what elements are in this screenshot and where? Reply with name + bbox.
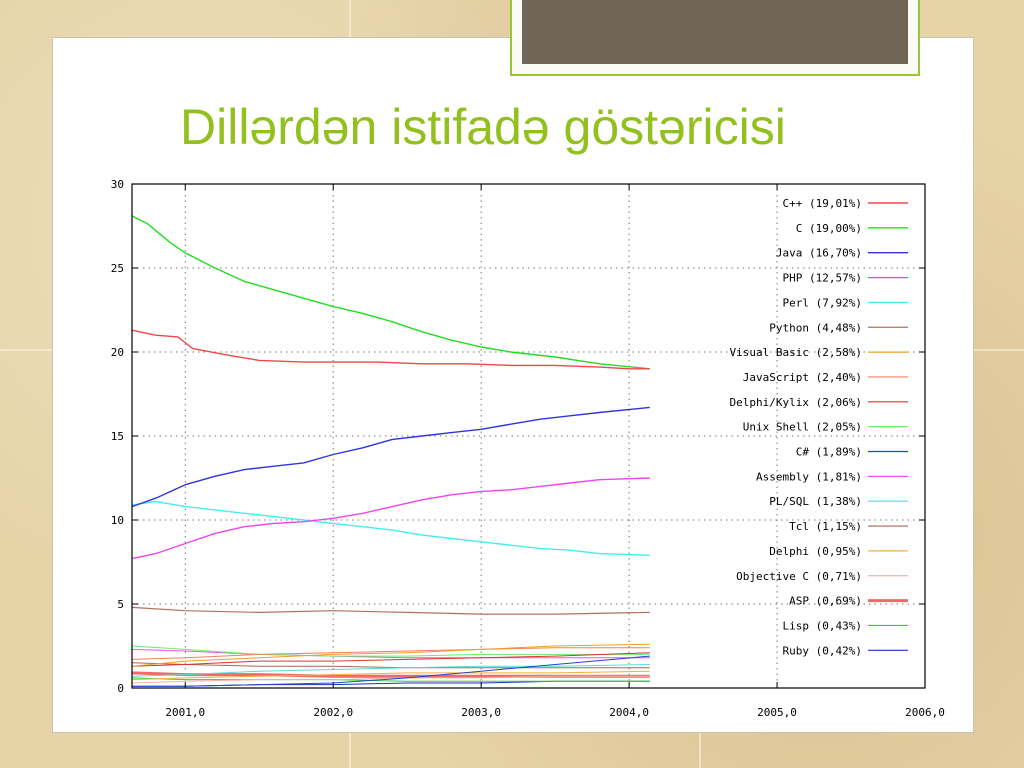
legend-label: Ruby (0,42%) <box>783 644 862 657</box>
y-tick-label: 20 <box>111 346 124 359</box>
axis-ticks: 0 5 10 15 20 25 30 2001,0 2002,0 2003,0 2004,0 2005… <box>111 178 945 719</box>
series-line <box>131 215 650 370</box>
x-tick-label: 2006,0 <box>905 706 945 719</box>
legend-label: PL/SQL (1,38%) <box>769 495 862 508</box>
legend-label: Unix Shell (2,05%) <box>743 421 862 434</box>
legend-label: Python (4,48%) <box>769 321 862 334</box>
series-line <box>131 329 650 370</box>
y-tick-label: 30 <box>111 178 124 191</box>
legend-label: C# (1,89%) <box>796 446 862 459</box>
x-tick-label: 2005,0 <box>757 706 797 719</box>
series-line <box>131 606 650 615</box>
series-line <box>131 648 650 659</box>
series-line <box>131 645 650 657</box>
legend-label: C (19,00%) <box>796 222 862 235</box>
y-tick-label: 0 <box>117 682 124 695</box>
series-line <box>131 477 650 560</box>
series-line <box>131 662 650 669</box>
series-line <box>131 500 650 556</box>
x-tick-label: 2001,0 <box>165 706 205 719</box>
series-line <box>131 664 650 677</box>
legend-label: Delphi (0,95%) <box>769 545 862 558</box>
y-tick-label: 15 <box>111 430 124 443</box>
legend-label: Objective C (0,71%) <box>736 570 862 583</box>
y-tick-label: 5 <box>117 598 124 611</box>
legend-label: Assembly (1,81%) <box>756 470 862 483</box>
series-line <box>131 670 650 681</box>
x-tick-label: 2004,0 <box>609 706 649 719</box>
x-tick-label: 2002,0 <box>313 706 353 719</box>
legend-label: Perl (7,92%) <box>783 296 862 309</box>
legend-label: Visual Basic (2,58%) <box>730 346 862 359</box>
series-line <box>131 406 650 508</box>
series-line <box>131 675 650 684</box>
series-line <box>131 652 650 667</box>
header-tab <box>510 0 920 76</box>
y-tick-label: 25 <box>111 262 124 275</box>
legend-label: C++ (19,01%) <box>783 197 862 210</box>
x-tick-label: 2003,0 <box>461 706 501 719</box>
legend-label: Delphi/Kylix (2,06%) <box>730 396 862 409</box>
y-tick-label: 10 <box>111 514 124 527</box>
series-line <box>132 655 650 687</box>
series-line <box>131 647 650 660</box>
header-tab-fill <box>522 0 908 64</box>
slide-title: Dillərdən istifadə göstəricisi <box>180 99 786 155</box>
series-line <box>131 643 650 667</box>
grid <box>132 184 925 688</box>
slide-panel <box>52 37 974 733</box>
legend-label: Java (16,70%) <box>776 247 862 260</box>
legend-label: Lisp (0,43%) <box>783 619 862 632</box>
legend-label: ASP (0,69%) <box>789 595 862 608</box>
legend-label: JavaScript (2,40%) <box>743 371 862 384</box>
series-lines <box>131 215 650 687</box>
legend: C++ (19,01%) C (19,00%) Java (16,70%) PHP (… <box>730 197 908 657</box>
legend-label: Tcl (1,15%) <box>789 520 862 533</box>
legend-label: PHP (12,57%) <box>783 272 862 285</box>
